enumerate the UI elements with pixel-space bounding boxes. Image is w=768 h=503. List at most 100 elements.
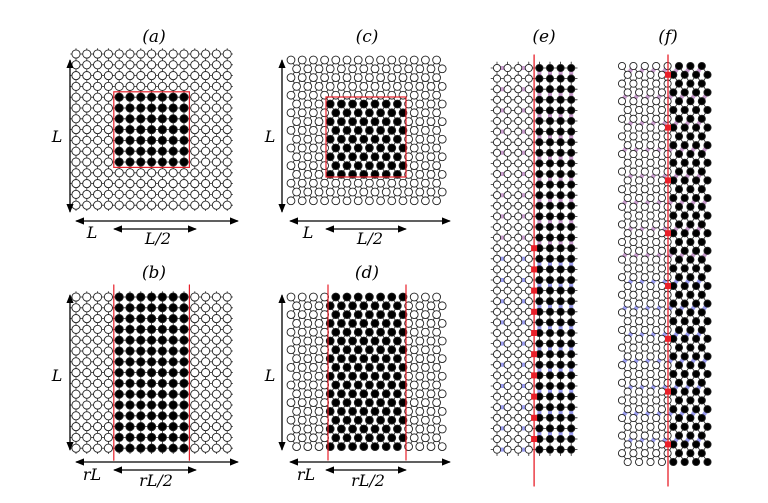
empty-site (635, 141, 644, 150)
filled-site (370, 301, 380, 311)
filled-site (114, 146, 124, 156)
filled-site (331, 380, 341, 390)
empty-site (292, 354, 301, 363)
empty-site (646, 457, 655, 467)
empty-site (432, 310, 441, 319)
filled-site (342, 143, 352, 153)
filled-site (674, 132, 684, 141)
filled-site (348, 389, 357, 399)
empty-site (514, 307, 523, 316)
filled-site (387, 398, 397, 407)
filled-site (359, 117, 369, 126)
empty-site (201, 103, 211, 113)
empty-site (409, 143, 419, 153)
filled-site (147, 335, 157, 345)
filled-site (680, 211, 689, 220)
filled-site (114, 389, 124, 399)
empty-site (201, 81, 211, 91)
filled-site (697, 343, 706, 352)
filled-site (370, 117, 380, 126)
filled-site (692, 211, 701, 220)
filled-site (535, 233, 544, 242)
empty-site (314, 64, 324, 74)
empty-site (492, 201, 502, 210)
empty-site (147, 49, 157, 59)
empty-site (503, 339, 512, 348)
empty-site (657, 440, 666, 449)
empty-site (71, 125, 81, 135)
filled-site (376, 433, 385, 443)
filled-site (669, 105, 678, 115)
filled-site (686, 413, 695, 423)
empty-site (409, 73, 419, 82)
filled-site (680, 176, 689, 185)
filled-site (381, 301, 391, 311)
empty-site (432, 345, 441, 355)
empty-site (640, 308, 649, 317)
empty-site (314, 82, 324, 91)
panel-e (490, 54, 578, 487)
filled-site (680, 123, 689, 132)
empty-site (82, 168, 92, 178)
filled-site (376, 143, 385, 153)
filled-site (365, 345, 374, 355)
empty-site (303, 424, 313, 434)
empty-site (646, 229, 655, 238)
empty-site (168, 60, 178, 70)
filled-site (179, 346, 189, 356)
filled-site (669, 193, 678, 203)
empty-site (71, 378, 81, 388)
empty-site (179, 81, 189, 91)
filled-site (556, 212, 565, 221)
filled-site (703, 70, 712, 79)
empty-site (381, 82, 391, 91)
empty-site (514, 201, 523, 210)
empty-site (222, 92, 232, 102)
filled-site (348, 407, 357, 416)
empty-site (211, 92, 221, 102)
empty-site (103, 103, 113, 113)
empty-site (617, 114, 627, 123)
empty-site (103, 335, 113, 345)
empty-site (201, 346, 211, 356)
filled-site (674, 149, 684, 159)
empty-site (617, 273, 627, 282)
filled-site (692, 299, 701, 308)
filled-site (686, 202, 695, 211)
empty-site (93, 49, 103, 59)
filled-site (370, 407, 380, 416)
empty-site (514, 413, 523, 422)
empty-site (387, 178, 397, 188)
empty-site (190, 422, 200, 432)
filled-site (674, 61, 684, 71)
empty-site (190, 179, 200, 189)
filled-site (567, 307, 576, 316)
filled-site (157, 157, 167, 167)
filled-site (147, 125, 157, 135)
empty-site (640, 220, 649, 229)
panel-f (617, 54, 712, 487)
filled-site (114, 125, 124, 135)
empty-site (652, 61, 661, 71)
empty-site (314, 170, 324, 179)
filled-site (331, 415, 341, 425)
empty-site (492, 403, 502, 412)
empty-site (514, 95, 523, 104)
filled-site (337, 301, 346, 311)
empty-site (82, 422, 92, 432)
filled-site (556, 74, 565, 83)
filled-site (567, 360, 576, 369)
filled-site (179, 411, 189, 421)
filled-site (545, 116, 555, 126)
filled-site (686, 61, 695, 71)
filled-site (692, 158, 701, 167)
filled-site (669, 158, 678, 167)
empty-site (514, 265, 523, 274)
filled-site (337, 117, 346, 126)
empty-site (387, 196, 397, 206)
empty-site (136, 189, 146, 199)
empty-site (190, 357, 200, 367)
empty-site (103, 378, 113, 388)
empty-site (646, 387, 655, 396)
filled-site (359, 152, 369, 162)
